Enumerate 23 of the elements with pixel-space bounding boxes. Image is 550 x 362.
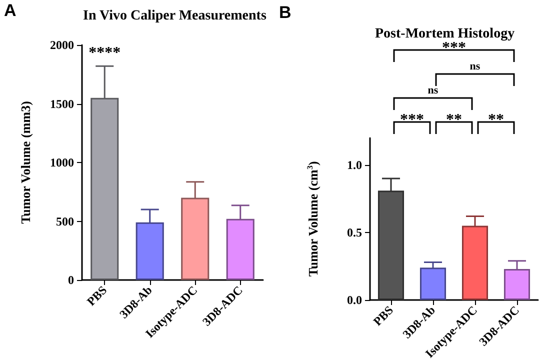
x-tick-label: PBS (370, 302, 396, 328)
text: ns (470, 60, 481, 72)
y-tick-label: 500 (56, 214, 74, 228)
x-tick-label: PBS (84, 282, 110, 308)
y-tick-label: 0.0 (347, 293, 362, 307)
y-tick-label: 1000 (50, 156, 74, 170)
y-tick-label: 0 (68, 273, 74, 287)
y-tick-label: 1.0 (347, 158, 362, 172)
text: ns (428, 84, 439, 96)
y-axis-title: Tumor Volume (mm3) (18, 101, 33, 224)
text: *** (400, 112, 424, 128)
text: A (4, 1, 16, 20)
text: *** (442, 40, 466, 56)
y-tick-label: 1500 (50, 96, 74, 111)
chart-title: Post-Mortem Histology (375, 26, 515, 42)
y-tick-label: 2000 (50, 38, 74, 52)
annotation: **** (88, 44, 121, 62)
text: ** (488, 112, 504, 128)
text: B (279, 3, 292, 22)
text: ** (446, 112, 462, 128)
y-tick-label: 0.5 (347, 226, 362, 240)
chart-title: In Vivo Caliper Measurements (83, 8, 267, 24)
y-axis-title: Tumor Volume (cm3) (306, 161, 320, 277)
